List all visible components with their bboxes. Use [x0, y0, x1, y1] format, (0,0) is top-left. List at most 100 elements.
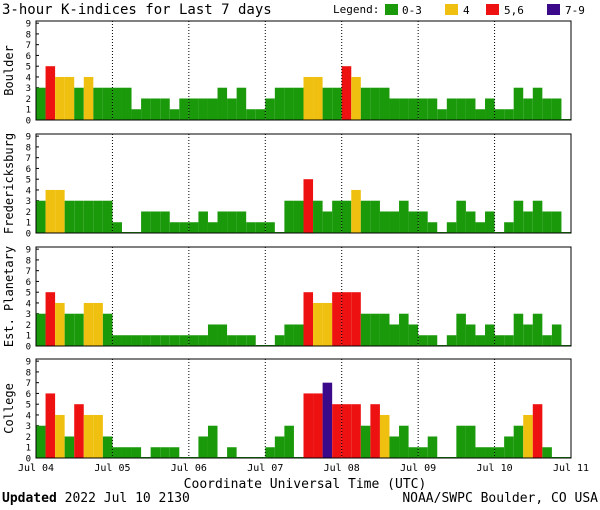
x-tick-label: Jul 07	[247, 463, 283, 474]
k-bar	[427, 222, 438, 233]
k-bar	[322, 302, 333, 346]
y-tick-label: 7	[26, 41, 31, 51]
y-tick-label: 1	[26, 106, 31, 116]
k-bar	[399, 98, 409, 120]
k-bar	[198, 211, 208, 233]
k-bar	[399, 425, 409, 458]
y-tick-label: 4	[26, 411, 31, 421]
k-bar	[141, 98, 151, 120]
k-bar	[160, 98, 170, 120]
k-bar	[93, 302, 103, 346]
k-bar	[131, 335, 142, 346]
y-tick-label: 0	[26, 117, 31, 127]
k-bar	[313, 76, 323, 120]
x-tick-label: Jul 08	[324, 463, 360, 474]
k-bar	[112, 222, 122, 233]
k-bar	[64, 200, 75, 233]
y-tick-label: 0	[26, 230, 31, 240]
k-bar	[379, 313, 390, 346]
y-tick-label: 8	[26, 256, 31, 266]
y-tick-label: 6	[26, 278, 31, 288]
legend-swatch	[385, 4, 398, 15]
legend-item-label: 7-9	[565, 4, 585, 17]
k-bar	[332, 292, 342, 346]
k-bar	[370, 404, 380, 458]
k-bar	[360, 200, 371, 233]
k-bar	[523, 324, 533, 346]
k-bar	[246, 335, 256, 346]
k-bar	[418, 211, 428, 233]
k-bar	[217, 87, 228, 120]
panel-label: Est. Planetary	[2, 246, 16, 347]
k-bar	[542, 98, 552, 120]
k-bar	[74, 404, 84, 458]
panels: Boulder0123456789Fredericksburg012345678…	[2, 20, 572, 465]
k-bar	[83, 200, 94, 233]
k-bar	[207, 324, 218, 346]
panel-frame	[35, 133, 572, 234]
k-bar	[341, 292, 352, 346]
k-bar	[198, 335, 208, 346]
k-bar	[379, 414, 390, 458]
k-bar	[36, 313, 46, 346]
k-bar	[274, 335, 285, 346]
k-bar	[494, 335, 505, 346]
k-bar	[418, 98, 428, 120]
k-bar	[36, 200, 46, 233]
k-bar	[303, 393, 314, 458]
k-bar	[408, 447, 419, 458]
k-bar	[523, 98, 533, 120]
k-bar	[332, 87, 342, 120]
k-bar	[93, 200, 103, 233]
k-bar	[36, 425, 46, 458]
k-bar	[465, 425, 476, 458]
y-tick-label: 0	[26, 343, 31, 353]
k-bar	[198, 98, 208, 120]
k-bar	[265, 98, 275, 120]
k-bar	[169, 447, 180, 458]
k-bar	[141, 211, 151, 233]
k-bar	[399, 313, 409, 346]
y-tick-label: 2	[26, 321, 31, 331]
k-bar	[169, 109, 180, 120]
k-bar	[427, 98, 438, 120]
k-bar	[236, 335, 247, 346]
k-bar	[112, 87, 122, 120]
k-bar	[227, 211, 237, 233]
k-bar	[504, 109, 514, 120]
panel-label: Fredericksburg	[2, 133, 16, 234]
y-tick-label: 9	[26, 133, 31, 143]
k-bar	[389, 211, 400, 233]
x-tick-label: Jul 04	[18, 463, 54, 474]
k-bar	[370, 313, 380, 346]
k-bar	[150, 447, 161, 458]
y-tick-label: 2	[26, 95, 31, 105]
y-tick-label: 8	[26, 30, 31, 40]
k-bar	[446, 335, 457, 346]
k-bar	[523, 414, 533, 458]
k-bar	[485, 324, 495, 346]
k-bar	[93, 414, 103, 458]
y-tick-label: 1	[26, 444, 31, 454]
y-tick-label: 4	[26, 186, 31, 196]
y-tick-label: 7	[26, 154, 31, 164]
k-bar	[93, 87, 103, 120]
y-tick-label: 1	[26, 332, 31, 342]
k-bar	[456, 313, 466, 346]
k-bar	[55, 76, 65, 120]
k-bar	[255, 222, 266, 233]
k-bar	[265, 447, 275, 458]
x-tick-label: Jul 09	[400, 463, 436, 474]
k-bar	[265, 222, 275, 233]
k-bar	[236, 211, 247, 233]
k-bar	[532, 200, 543, 233]
k-bar	[188, 222, 199, 233]
panel-label: Boulder	[2, 45, 16, 96]
k-bar	[284, 87, 294, 120]
k-bar	[83, 302, 94, 346]
k-bar	[513, 313, 524, 346]
updated-label: Updated	[2, 491, 57, 506]
